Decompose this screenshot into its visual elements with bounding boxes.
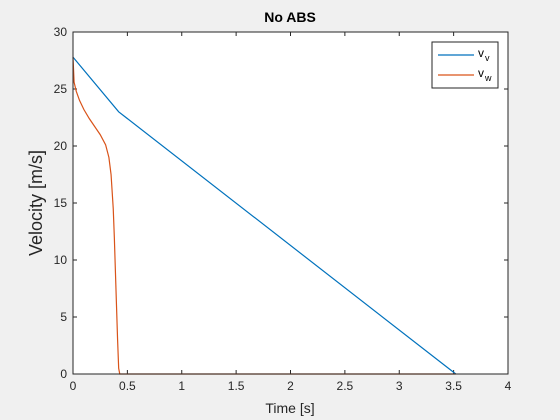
legend-box <box>431 41 499 89</box>
legend-subscript-v: v <box>485 53 490 63</box>
y-tick-label: 25 <box>54 82 68 96</box>
plot-area <box>73 32 508 374</box>
x-tick-label: 2 <box>287 379 294 393</box>
legend-label-w: v <box>478 66 484 80</box>
x-tick-label: 3.5 <box>445 379 462 393</box>
chart-title: No ABS <box>264 9 316 25</box>
x-tick-label: 4 <box>505 379 512 393</box>
y-tick-label: 20 <box>54 139 68 153</box>
x-tick-label: 1.5 <box>228 379 245 393</box>
x-tick-label: 2.5 <box>337 379 354 393</box>
x-tick-label: 1 <box>178 379 185 393</box>
series-line-v <box>72 56 457 375</box>
x-axis-label: Time [s] <box>265 400 314 416</box>
x-tick-label: 0 <box>70 379 77 393</box>
y-tick-label: 15 <box>54 196 68 210</box>
legend-label-v: v <box>478 46 484 60</box>
y-tick-label: 5 <box>60 310 67 324</box>
legend-subscript-w: w <box>484 73 492 83</box>
plot-frame <box>72 31 509 375</box>
x-tick-label: 0.5 <box>119 379 136 393</box>
y-axis-label: Velocity [m/s] <box>26 150 46 256</box>
y-tick-label: 10 <box>54 253 68 267</box>
legend: v vv w <box>431 41 499 89</box>
ticks-layer: 0 0.5 1 1.5 2 2.5 3 3.5 4 0 5 10 15 20 25 30 <box>54 25 512 393</box>
x-tick-label: 3 <box>396 379 403 393</box>
y-tick-label: 30 <box>54 25 68 39</box>
y-tick-label: 0 <box>60 367 67 381</box>
